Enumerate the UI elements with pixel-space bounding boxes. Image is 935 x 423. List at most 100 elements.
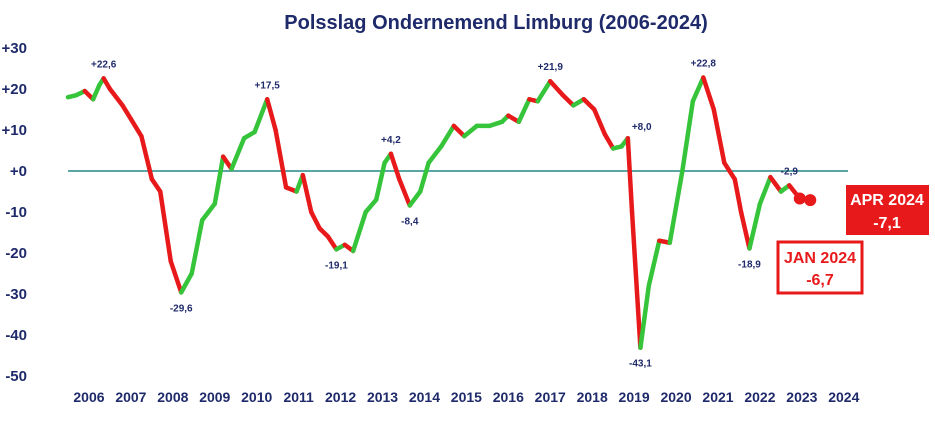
- series-segment: [680, 99, 696, 174]
- series-segment: [90, 82, 102, 102]
- series-segment: [667, 168, 685, 245]
- data-label: +4,2: [381, 135, 401, 146]
- data-label: -18,9: [738, 259, 761, 270]
- series-segment: [711, 107, 727, 166]
- series-line: [65, 75, 813, 350]
- x-tick-label: 2022: [744, 389, 775, 405]
- series-segment: [264, 97, 278, 133]
- series-segment: [602, 131, 616, 151]
- series-segment: [548, 78, 566, 98]
- series-segment: [426, 144, 444, 166]
- x-tick-label: 2009: [199, 389, 230, 405]
- x-tick-label: 2024: [828, 389, 859, 405]
- series-segment: [451, 123, 467, 139]
- series-segment: [178, 271, 194, 295]
- x-tick-label: 2012: [325, 389, 356, 405]
- series-segment: [535, 78, 553, 104]
- series-segment: [757, 174, 773, 207]
- callout-jan-2024: JAN 2024 -6,7: [776, 240, 864, 295]
- callout-jan-2024-box: [776, 240, 864, 295]
- data-label: -8,4: [401, 216, 419, 227]
- series-segment: [646, 238, 662, 289]
- series-segment: [212, 154, 226, 207]
- y-tick-label: +10: [2, 122, 27, 139]
- series-segment: [308, 209, 322, 231]
- x-tick-label: 2019: [619, 389, 650, 405]
- series-segment: [592, 107, 608, 137]
- x-tick-label: 2018: [577, 389, 608, 405]
- chart-title: Polsslag Ondernemend Limburg (2006-2024): [284, 12, 707, 34]
- data-points: [793, 192, 817, 207]
- x-axis: 2006 2007 2008 2009 2010 2011 2012 2013 2014 2015…: [73, 389, 859, 405]
- series-segment: [438, 123, 457, 149]
- callout-apr-2024-value: -7,1: [873, 215, 901, 232]
- y-tick-label: -40: [5, 327, 27, 344]
- series-segment: [638, 283, 652, 350]
- series-segment: [149, 176, 163, 194]
- x-tick-label: 2011: [283, 389, 314, 405]
- series-segment: [388, 151, 402, 182]
- series-segment: [229, 135, 247, 172]
- series-segment: [252, 97, 270, 135]
- series-segment: [462, 123, 480, 139]
- y-axis: +30 +20 +10 +0 -10 -20 -30 -40 -50: [2, 40, 27, 385]
- x-tick-label: 2023: [786, 389, 817, 405]
- series-segment: [407, 189, 423, 208]
- x-tick-label: 2006: [73, 389, 104, 405]
- callout-jan-2024-value: -6,7: [806, 272, 834, 289]
- series-segment: [560, 92, 576, 108]
- series-segment: [738, 209, 752, 251]
- callout-apr-2024-title: APR 2024: [850, 192, 924, 209]
- y-tick-label: -20: [5, 245, 27, 262]
- series-segment: [397, 176, 413, 208]
- series-segment: [168, 258, 184, 295]
- x-tick-label: 2015: [451, 389, 482, 405]
- series-segment: [363, 197, 379, 215]
- series-segment: [273, 127, 289, 190]
- annotations: +22,6 -29,6 +17,5 -19,1 +4,2 -8,4 +21,9 +8,0 -43…: [91, 59, 798, 370]
- y-tick-label: +30: [2, 40, 27, 57]
- data-label: -43,1: [629, 359, 652, 370]
- y-tick-label: +20: [2, 81, 27, 98]
- series-segment: [701, 75, 717, 112]
- data-label: -19,1: [325, 260, 348, 271]
- series-segment: [625, 135, 635, 215]
- y-tick-label: +0: [10, 163, 27, 180]
- series-segment: [300, 172, 314, 215]
- y-tick-label: -10: [5, 204, 27, 221]
- series-segment: [350, 209, 368, 254]
- series-segment: [747, 201, 763, 251]
- x-tick-label: 2013: [367, 389, 398, 405]
- x-tick-label: 2008: [157, 389, 188, 405]
- x-tick-label: 2021: [702, 389, 733, 405]
- highlight-point: [804, 194, 817, 207]
- callout-apr-2024: APR 2024 -7,1: [846, 185, 929, 235]
- series-segment: [722, 160, 738, 182]
- series-segment: [373, 160, 387, 202]
- data-label: +8,0: [632, 122, 652, 133]
- series-segment: [120, 103, 144, 139]
- data-label: +21,9: [538, 62, 564, 73]
- series-segment: [189, 217, 205, 276]
- series-segment: [107, 86, 125, 108]
- series-segment: [768, 174, 784, 194]
- x-tick-label: 2020: [660, 389, 691, 405]
- x-tick-label: 2010: [241, 389, 272, 405]
- callout-jan-2024-title: JAN 2024: [784, 250, 856, 267]
- series-segment: [732, 176, 744, 215]
- series-segment: [199, 201, 218, 223]
- series-segment: [418, 160, 431, 194]
- x-tick-label: 2017: [535, 389, 566, 405]
- x-tick-label: 2007: [115, 389, 146, 405]
- highlight-point: [793, 192, 806, 205]
- callout-apr-2024-box: [846, 185, 929, 235]
- series-segment: [325, 234, 339, 252]
- data-label: -29,6: [170, 303, 193, 314]
- x-tick-label: 2016: [493, 389, 524, 405]
- series-segment: [139, 133, 155, 182]
- series-segment: [581, 97, 597, 112]
- series-segment: [158, 189, 173, 264]
- series-segment: [690, 75, 706, 104]
- y-tick-label: -50: [5, 368, 27, 385]
